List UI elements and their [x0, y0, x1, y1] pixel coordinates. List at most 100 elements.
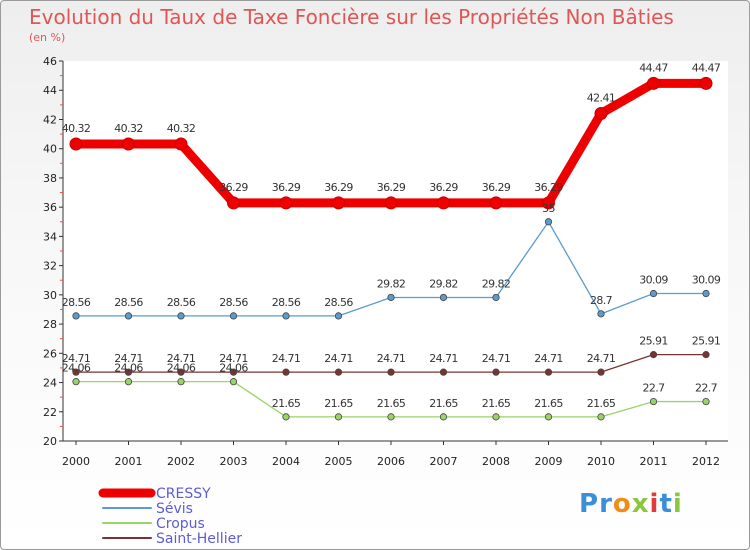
data-point [649, 397, 658, 406]
y-tick-label: 34 [43, 230, 57, 243]
data-point [437, 196, 450, 210]
y-tick-label: 26 [43, 347, 57, 360]
logo-letter: o [612, 489, 632, 519]
data-point [439, 368, 448, 376]
data-label: 24.71 [534, 352, 563, 365]
data-point [229, 368, 238, 376]
data-point [72, 378, 80, 386]
data-label: 22.7 [642, 382, 665, 395]
data-label: 24.71 [587, 352, 616, 365]
data-point [597, 310, 605, 318]
data-point [227, 196, 240, 210]
data-label: 28.56 [324, 296, 353, 309]
data-point [387, 413, 395, 421]
data-label: 28.56 [167, 296, 196, 309]
x-tick-label: 2011 [640, 455, 668, 468]
logo-letter: i [649, 489, 660, 519]
data-point [122, 137, 135, 151]
x-tick-label: 2001 [115, 455, 143, 468]
data-label: 36.29 [219, 181, 248, 194]
data-point [544, 413, 553, 421]
data-label: 40.32 [114, 122, 143, 135]
data-point [282, 368, 290, 376]
data-label: 24.06 [167, 362, 196, 375]
y-tick-label: 38 [43, 172, 57, 185]
data-label: 40.32 [62, 122, 91, 135]
proxiti-logo: Proxiti [579, 489, 683, 519]
data-label: 24.71 [377, 352, 406, 365]
data-point [649, 351, 658, 359]
data-label: 36.29 [272, 181, 301, 194]
plot-area [63, 61, 728, 441]
data-point [72, 368, 80, 376]
data-point [489, 196, 503, 210]
x-tick-label: 2000 [62, 455, 90, 468]
data-label: 28.56 [62, 296, 91, 309]
data-label: 36.29 [429, 181, 458, 194]
data-point [702, 351, 710, 359]
data-point [597, 368, 605, 376]
data-point [229, 312, 238, 320]
data-point [124, 312, 133, 320]
data-point [124, 378, 133, 386]
data-label: 36.29 [482, 181, 511, 194]
data-label: 29.82 [482, 277, 511, 290]
logo-letter: r [599, 489, 613, 519]
data-label: 24.71 [219, 352, 248, 365]
y-tick-label: 30 [43, 289, 57, 302]
data-label: 24.71 [62, 352, 91, 365]
data-point [334, 368, 343, 376]
data-label: 30.09 [639, 274, 668, 287]
data-point [492, 413, 500, 421]
data-point [72, 312, 80, 320]
data-point [282, 312, 290, 320]
data-label: 28.56 [272, 296, 301, 309]
y-tick-label: 42 [43, 113, 57, 126]
legend-label: Cropus [156, 516, 205, 532]
legend-label: Saint-Hellier [156, 531, 242, 547]
data-label: 44.47 [639, 61, 668, 74]
y-tick-label: 28 [43, 318, 57, 331]
data-point [702, 289, 710, 298]
data-label: 21.65 [429, 397, 458, 410]
y-tick-label: 24 [43, 377, 57, 390]
x-tick-label: 2003 [220, 455, 248, 468]
y-tick-label: 20 [43, 435, 57, 448]
x-tick-label: 2010 [587, 455, 615, 468]
data-label: 24.06 [62, 362, 91, 375]
y-tick-label: 40 [43, 143, 57, 156]
x-tick-label: 2005 [325, 455, 353, 468]
data-point [544, 368, 553, 376]
data-point [542, 196, 555, 210]
data-point [439, 413, 448, 421]
data-label: 24.71 [482, 352, 511, 365]
data-label: 21.65 [272, 397, 301, 410]
data-point [334, 413, 343, 421]
chart-subtitle: (en %) [29, 31, 66, 44]
x-tick-label: 2002 [167, 455, 195, 468]
data-point [647, 76, 660, 90]
data-label: 29.82 [377, 277, 406, 290]
x-tick-label: 2012 [692, 455, 720, 468]
data-label: 24.71 [114, 352, 143, 365]
data-point [124, 368, 133, 376]
data-point [177, 378, 185, 386]
data-label: 21.65 [534, 397, 563, 410]
logo-letter: x [631, 489, 650, 519]
data-label: 24.71 [429, 352, 458, 365]
data-label: 36.29 [324, 181, 353, 194]
data-label: 40.32 [167, 122, 196, 135]
data-label: 21.65 [377, 397, 406, 410]
data-point [492, 368, 500, 376]
data-point [69, 137, 83, 151]
x-tick-label: 2004 [272, 455, 300, 468]
data-label: 28.56 [219, 296, 248, 309]
data-label: 25.91 [639, 335, 668, 348]
data-label: 24.06 [114, 362, 143, 375]
logo-letter: i [672, 489, 683, 519]
y-tick-label: 32 [43, 260, 57, 273]
data-label: 36.29 [534, 181, 563, 194]
data-label: 21.65 [482, 397, 511, 410]
data-point [544, 218, 553, 226]
